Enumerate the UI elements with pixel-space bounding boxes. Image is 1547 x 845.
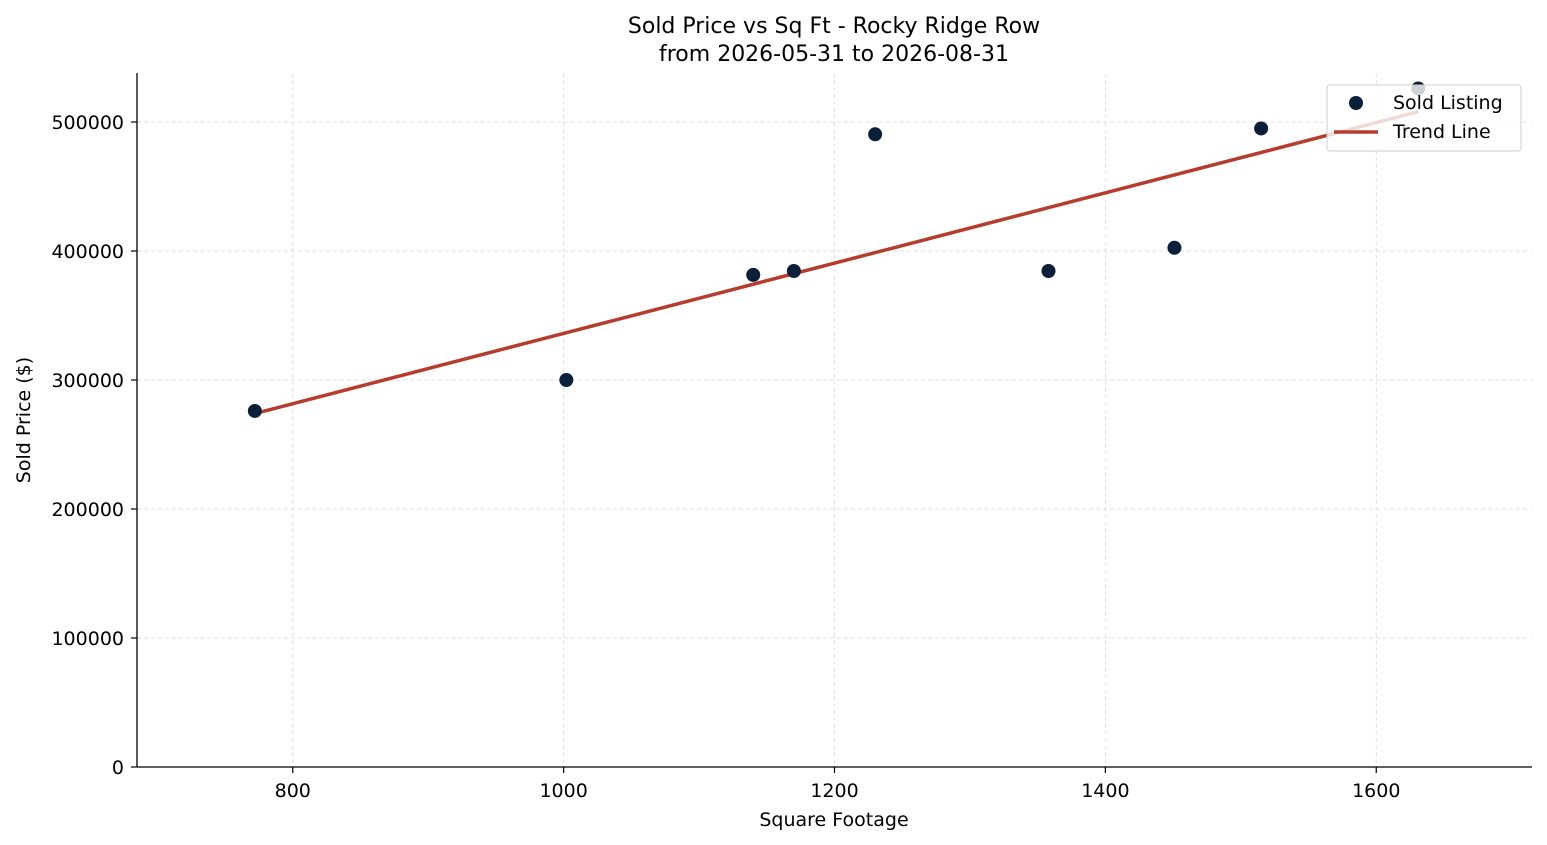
scatter-point [746, 267, 761, 282]
x-tick-label: 1400 [1081, 780, 1129, 802]
grid-layer [137, 73, 1532, 767]
y-tick-label: 0 [112, 757, 124, 779]
scatter-point [868, 127, 883, 142]
y-tick-label: 300000 [51, 370, 124, 392]
legend-label-trend-line: Trend Line [1392, 121, 1491, 143]
chart-subtitle: from 2026-05-31 to 2026-08-31 [659, 42, 1009, 67]
legend-marker-sold-listing [1349, 96, 1363, 110]
legend-frame [1326, 84, 1522, 152]
x-tick-label: 1600 [1352, 780, 1400, 802]
x-tick-label: 1000 [539, 780, 587, 802]
y-tick-label: 400000 [51, 241, 124, 263]
scatter-point [1254, 121, 1269, 136]
y-tick-label: 200000 [51, 499, 124, 521]
y-axis-label: Sold Price ($) [13, 357, 35, 483]
scatter-point [1041, 264, 1056, 279]
x-tick-label: 1200 [810, 780, 858, 802]
y-tick-label: 100000 [51, 628, 124, 650]
y-tick-label: 500000 [51, 112, 124, 134]
x-tick-label: 800 [275, 780, 311, 802]
axes-layer: 800 1000 1200 1400 1600 0 100000 200000 300000 40… [51, 73, 1532, 802]
series-layer [247, 81, 1426, 418]
legend-label-sold-listing: Sold Listing [1393, 92, 1503, 114]
chart-title: Sold Price vs Sq Ft - Rocky Ridge Row [628, 14, 1040, 39]
legend: Sold Listing Trend Line [1326, 84, 1522, 152]
scatter-point [1167, 240, 1182, 255]
x-axis-label: Square Footage [759, 809, 908, 831]
trend-line [254, 110, 1419, 416]
scatter-point [786, 264, 801, 279]
scatter-point [559, 373, 574, 388]
scatter-point [247, 403, 262, 418]
